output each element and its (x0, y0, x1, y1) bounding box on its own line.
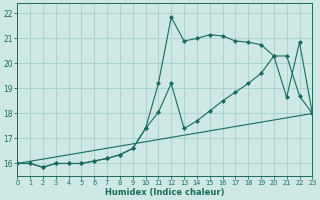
X-axis label: Humidex (Indice chaleur): Humidex (Indice chaleur) (105, 188, 225, 197)
